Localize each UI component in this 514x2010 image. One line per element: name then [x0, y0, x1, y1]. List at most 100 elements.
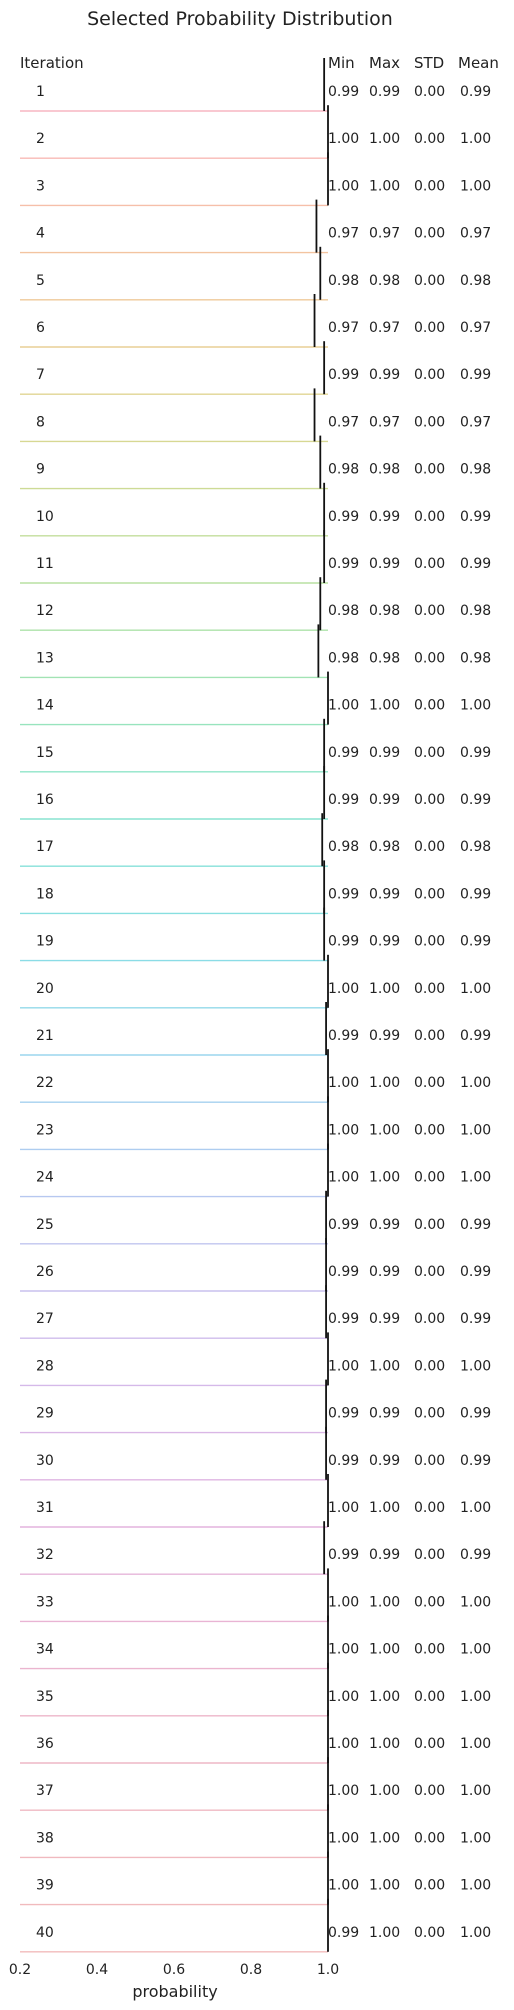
- mean-value: 0.99: [460, 84, 491, 100]
- std-value: 0.00: [414, 1830, 445, 1846]
- x-tick-label: 0.2: [9, 1962, 31, 1978]
- max-value: 1.00: [369, 1122, 400, 1138]
- max-value: 1.00: [369, 1925, 400, 1941]
- max-value: 0.98: [369, 650, 400, 666]
- max-value: 0.99: [369, 1453, 400, 1469]
- std-value: 0.00: [414, 1170, 445, 1186]
- iteration-label: 40: [36, 1925, 54, 1941]
- max-value: 1.00: [369, 1594, 400, 1610]
- min-value: 0.99: [328, 84, 359, 100]
- mean-value: 1.00: [460, 1783, 491, 1799]
- std-value: 0.00: [414, 1925, 445, 1941]
- min-value: 1.00: [328, 698, 359, 714]
- ridge-row: 30 0.99 0.99 0.00 0.99: [20, 1426, 491, 1481]
- max-value: 0.99: [369, 934, 400, 950]
- min-value: 1.00: [328, 1122, 359, 1138]
- iteration-label: 19: [36, 934, 54, 950]
- max-value: 1.00: [369, 178, 400, 194]
- min-value: 1.00: [328, 1642, 359, 1658]
- max-value: 0.98: [369, 462, 400, 478]
- mean-value: 0.99: [460, 1028, 491, 1044]
- iteration-label: 30: [36, 1453, 54, 1469]
- min-value: 1.00: [328, 1075, 359, 1091]
- mean-value: 1.00: [460, 1830, 491, 1846]
- min-value: 0.99: [328, 1406, 359, 1422]
- min-value: 0.99: [328, 792, 359, 808]
- min-value: 0.98: [328, 603, 359, 619]
- min-value: 1.00: [328, 131, 359, 147]
- mean-value: 0.98: [460, 839, 491, 855]
- iteration-label: 4: [36, 226, 45, 242]
- iteration-label: 20: [36, 981, 54, 997]
- std-value: 0.00: [414, 84, 445, 100]
- mean-value: 1.00: [460, 1075, 491, 1091]
- iteration-label: 37: [36, 1783, 54, 1799]
- mean-value: 1.00: [460, 1878, 491, 1894]
- min-value: 0.99: [328, 1925, 359, 1941]
- ridge-row: 1 0.99 0.99 0.00 0.99: [20, 58, 491, 112]
- iteration-label: 26: [36, 1264, 54, 1280]
- max-value: 1.00: [369, 1689, 400, 1705]
- max-value: 0.97: [369, 226, 400, 242]
- std-value: 0.00: [414, 981, 445, 997]
- min-value: 1.00: [328, 1594, 359, 1610]
- iteration-label: 28: [36, 1358, 54, 1374]
- max-value: 0.97: [369, 414, 400, 430]
- min-value: 0.99: [328, 1547, 359, 1563]
- iteration-label: 35: [36, 1689, 54, 1705]
- ridge-row: 8 0.97 0.97 0.00 0.97: [20, 388, 491, 443]
- max-value: 0.99: [369, 556, 400, 572]
- ridge-row: 10 0.99 0.99 0.00 0.99: [20, 482, 491, 537]
- iteration-label: 25: [36, 1217, 54, 1233]
- iteration-label: 23: [36, 1122, 54, 1138]
- min-value: 0.99: [328, 1217, 359, 1233]
- min-value: 1.00: [328, 1830, 359, 1846]
- min-value: 0.99: [328, 934, 359, 950]
- max-value: 1.00: [369, 131, 400, 147]
- min-value: 0.99: [328, 1264, 359, 1280]
- std-value: 0.00: [414, 226, 445, 242]
- min-value: 1.00: [328, 1878, 359, 1894]
- std-value: 0.00: [414, 1878, 445, 1894]
- max-value: 0.97: [369, 320, 400, 336]
- iteration-label: 21: [36, 1028, 54, 1044]
- iteration-label: 3: [36, 178, 45, 194]
- max-value: 1.00: [369, 1830, 400, 1846]
- min-value: 0.99: [328, 1311, 359, 1327]
- iteration-label: 16: [36, 792, 54, 808]
- mean-value: 1.00: [460, 178, 491, 194]
- ridge-row: 24 1.00 1.00 0.00 1.00: [20, 1143, 491, 1198]
- iteration-label: 10: [36, 509, 54, 525]
- x-tick-label: 0.4: [86, 1962, 108, 1978]
- iteration-label: 14: [36, 698, 54, 714]
- min-value: 1.00: [328, 1500, 359, 1516]
- max-value: 1.00: [369, 1500, 400, 1516]
- mean-value: 0.99: [460, 1547, 491, 1563]
- iteration-label: 1: [36, 84, 45, 100]
- iteration-label: 7: [36, 367, 45, 383]
- std-value: 0.00: [414, 1075, 445, 1091]
- iteration-label: 11: [36, 556, 54, 572]
- std-value: 0.00: [414, 178, 445, 194]
- max-value: 1.00: [369, 1170, 400, 1186]
- x-tick-label: 0.8: [240, 1962, 262, 1978]
- iteration-label: 15: [36, 745, 54, 761]
- max-value: 0.99: [369, 1547, 400, 1563]
- ridge-row: 5 0.98 0.98 0.00 0.98: [20, 246, 491, 301]
- ridge-row: 12 0.98 0.98 0.00 0.98: [20, 577, 491, 631]
- ridge-row: 19 0.99 0.99 0.00 0.99: [20, 907, 491, 962]
- iteration-label: 39: [36, 1878, 54, 1894]
- iteration-label: 34: [36, 1642, 54, 1658]
- mean-value: 1.00: [460, 1170, 491, 1186]
- ridge-row: 26 0.99 0.99 0.00 0.99: [20, 1238, 491, 1292]
- iteration-label: 24: [36, 1170, 54, 1186]
- std-value: 0.00: [414, 1500, 445, 1516]
- iteration-label: 9: [36, 462, 45, 478]
- iteration-label: 36: [36, 1736, 54, 1752]
- iteration-label: 31: [36, 1500, 54, 1516]
- std-value: 0.00: [414, 509, 445, 525]
- mean-value: 0.99: [460, 1217, 491, 1233]
- std-value: 0.00: [414, 839, 445, 855]
- min-value: 0.99: [328, 367, 359, 383]
- column-header-min: Min: [328, 54, 355, 72]
